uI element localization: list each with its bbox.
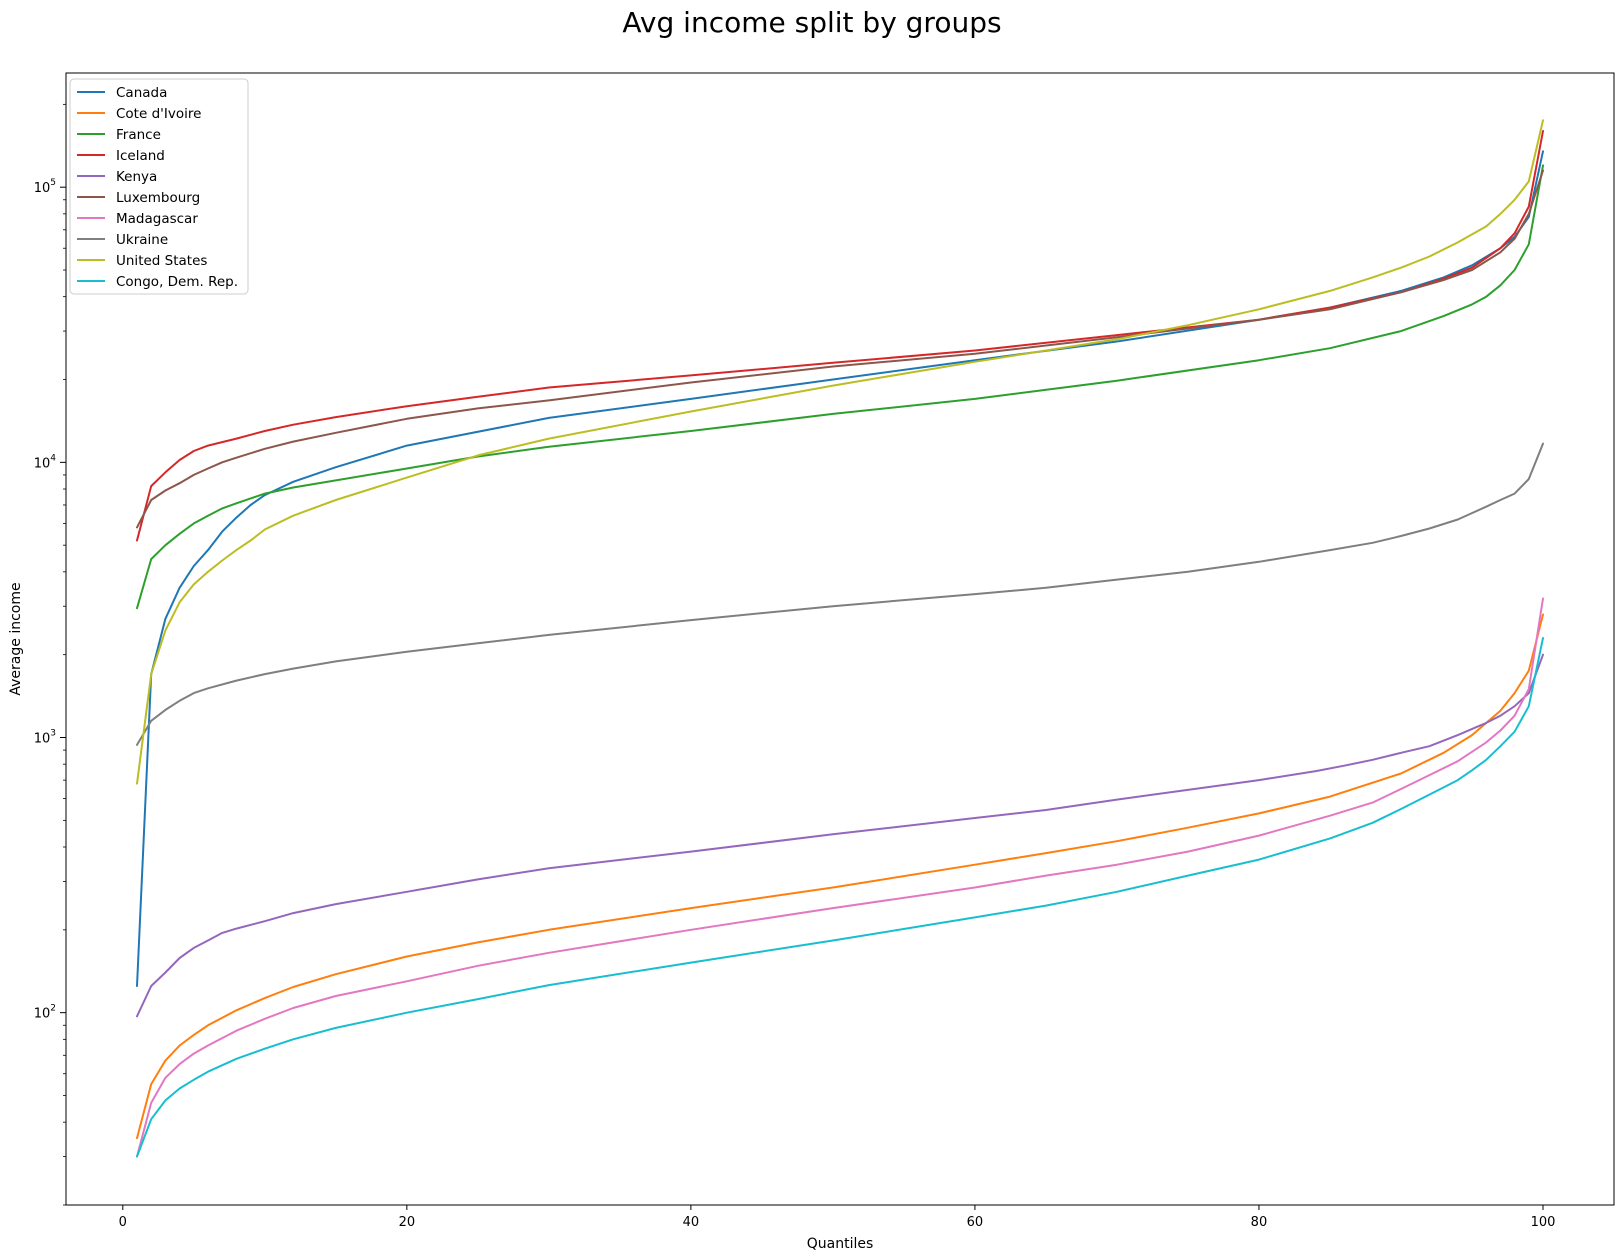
legend-label-8: United States <box>116 253 207 269</box>
series-line-2 <box>136 164 1544 610</box>
legend-box <box>69 78 249 295</box>
plot-frame <box>65 72 1615 1206</box>
legend-label-1: Cote d'Ivoire <box>116 106 201 122</box>
x-axis-title: Quantiles <box>807 1236 874 1252</box>
series-line-5 <box>136 169 1544 529</box>
series-line-8 <box>136 119 1544 785</box>
series-line-1 <box>136 613 1544 1140</box>
y-tick-label: 104 <box>34 453 57 471</box>
series-line-6 <box>136 597 1544 1158</box>
chart-title: Avg income split by groups <box>622 6 1001 39</box>
legend-label-2: France <box>116 127 161 143</box>
legend-label-4: Kenya <box>116 169 157 185</box>
y-axis-title: Average income <box>8 582 24 695</box>
x-tick-label: 60 <box>967 1215 984 1230</box>
y-axis: 102 103 104 105 <box>34 103 66 1206</box>
series-line-4 <box>136 653 1544 1018</box>
legend-label-0: Canada <box>116 85 167 101</box>
y-tick-label: 102 <box>34 1004 56 1022</box>
legend: Canada Cote d'Ivoire France Iceland Kenya Lux… <box>69 78 249 295</box>
series-line-0 <box>136 150 1544 987</box>
legend-label-6: Madagascar <box>116 211 198 227</box>
x-tick-label: 0 <box>119 1215 127 1230</box>
x-tick-label: 20 <box>399 1215 416 1230</box>
legend-label-9: Congo, Dem. Rep. <box>116 274 238 290</box>
series-layer <box>136 119 1544 1158</box>
x-tick-label: 100 <box>1531 1215 1556 1230</box>
series-line-9 <box>136 637 1544 1158</box>
legend-label-3: Iceland <box>116 148 165 164</box>
y-tick-label: 103 <box>34 729 56 747</box>
series-line-3 <box>136 130 1544 542</box>
x-axis: 0 20 40 60 80 100 <box>119 1205 1556 1230</box>
legend-label-5: Luxembourg <box>116 190 200 206</box>
plot-area <box>65 72 1615 1206</box>
x-tick-label: 40 <box>683 1215 700 1230</box>
y-tick-label: 105 <box>34 178 56 196</box>
series-line-7 <box>136 442 1544 746</box>
legend-label-7: Ukraine <box>116 232 168 248</box>
x-tick-label: 80 <box>1251 1215 1268 1230</box>
